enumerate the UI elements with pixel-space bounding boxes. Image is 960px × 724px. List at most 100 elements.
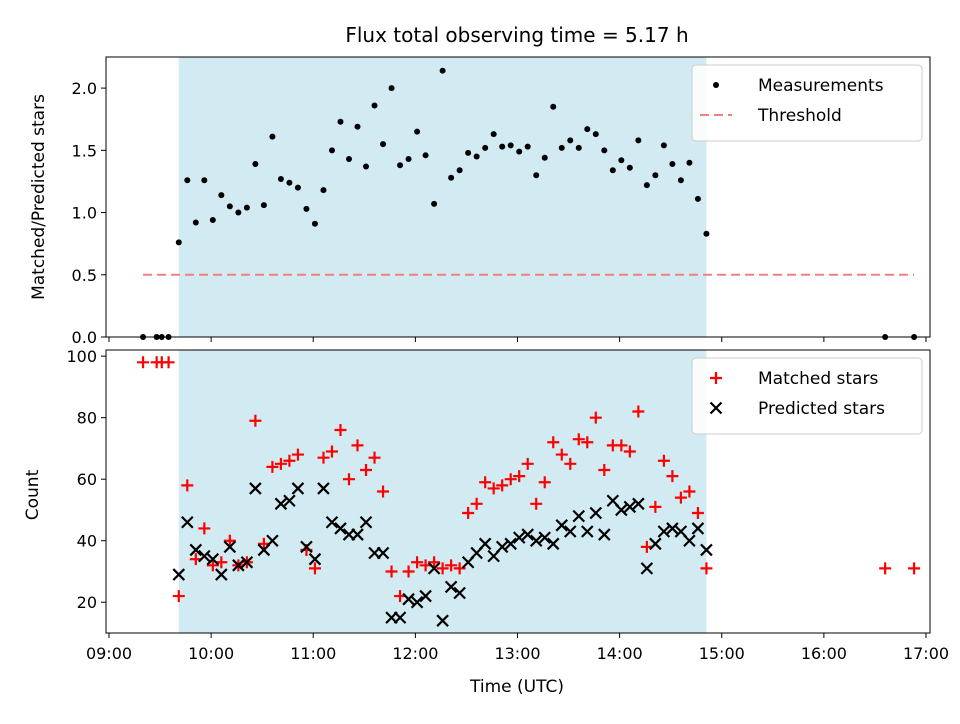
matched-stars-point [649, 500, 662, 513]
matched-stars-point [223, 534, 236, 547]
predicted-stars-point [334, 522, 347, 535]
matched-stars-point [249, 414, 262, 427]
measurements-point [226, 203, 233, 210]
predicted-stars-legend-label: Predicted stars [758, 399, 885, 419]
matched-stars-point [487, 482, 500, 495]
measurements-point [703, 230, 710, 237]
matched-stars-point [172, 590, 185, 603]
predicted-stars-point [215, 568, 228, 581]
predicted-stars-point [223, 540, 237, 554]
matched-stars-point [342, 473, 355, 486]
bottom-legend [691, 357, 923, 435]
measurements-point [635, 137, 642, 144]
measurements-point [235, 209, 242, 216]
measurements-point [431, 200, 438, 207]
measurements-point [320, 187, 327, 194]
matched-stars-point [691, 507, 704, 520]
matched-stars-point [206, 559, 219, 572]
matched-stars-point [402, 565, 415, 578]
x-tick-label: 12:00 [392, 644, 438, 663]
measurements-point [473, 153, 480, 160]
measurements-point [175, 239, 182, 246]
matched-stars-point [428, 556, 441, 569]
matched-stars-point [479, 476, 492, 489]
measurements-point [218, 192, 225, 199]
matched-stars-point [291, 448, 304, 461]
bottom-y-tick-label: 80 [77, 409, 97, 428]
matched-stars-point [496, 479, 509, 492]
measurements-point [371, 102, 378, 109]
predicted-stars-point [351, 528, 364, 541]
matched-stars-point [683, 485, 696, 498]
predicted-stars-point [589, 506, 603, 520]
predicted-stars-point [325, 515, 339, 529]
predicted-stars-point [240, 555, 254, 569]
x-tick-label: 13:00 [494, 644, 540, 663]
matched-stars-point [521, 457, 534, 470]
matched-stars-point [198, 522, 211, 535]
matched-stars-point [462, 507, 475, 520]
measurements-point [567, 137, 574, 144]
matched-stars-point [564, 457, 577, 470]
predicted-stars-point [283, 494, 296, 508]
predicted-stars-point [419, 589, 432, 603]
matched-stars-point [162, 356, 175, 369]
bottom-shaded-interval [178, 350, 707, 633]
matched-stars-point [436, 562, 449, 575]
measurements-point [363, 163, 370, 170]
matched-stars-point [137, 356, 150, 369]
x-tick-label: 11:00 [290, 644, 336, 663]
measurements-point [260, 202, 267, 209]
matched-stars-point [700, 562, 713, 575]
measurements-point [414, 128, 421, 135]
chart-title: Flux total observing time = 5.17 h [345, 23, 688, 47]
matched-stars-point [351, 439, 364, 452]
predicted-stars-point [181, 515, 194, 529]
predicted-stars-point [478, 537, 492, 551]
measurements-point [286, 179, 293, 186]
predicted-stars-point [189, 543, 203, 557]
predicted-stars-point [317, 482, 330, 495]
predicted-stars-point [291, 482, 305, 495]
measurements-point [592, 131, 599, 138]
top-y-tick-label: 0.5 [72, 266, 97, 285]
matched-stars-point [538, 476, 551, 489]
measurements-point [677, 177, 684, 184]
measurements-legend-marker [713, 82, 719, 88]
measurements-legend-label: Measurements [758, 76, 884, 96]
measurements-point [269, 133, 276, 140]
matched-stars-point [657, 454, 670, 467]
predicted-stars-point [198, 549, 211, 563]
measurements-point [328, 147, 335, 154]
top-y-tick-label: 1.0 [72, 204, 97, 223]
x-tick-label: 17:00 [903, 644, 949, 663]
predicted-stars-point [495, 540, 509, 554]
matched-stars-point [589, 411, 602, 424]
matched-stars-point [879, 562, 892, 575]
matched-stars-point [623, 445, 636, 458]
measurements-point [618, 157, 625, 164]
predicted-stars-point [598, 528, 611, 541]
measurements-point [345, 156, 352, 163]
matched-stars-point [181, 479, 194, 492]
measurements-point [482, 144, 489, 151]
bottom-y-axis-label: Count [23, 469, 43, 520]
measurements-point [575, 144, 582, 151]
measurements-point [499, 143, 506, 150]
predicted-stars-point [504, 537, 517, 551]
matched-stars-point [283, 454, 296, 467]
predicted-stars-point [563, 525, 577, 538]
predicted-stars-point [172, 568, 186, 581]
measurements-point [541, 154, 548, 161]
measurements-point [558, 144, 565, 151]
predicted-stars-point [649, 537, 662, 551]
predicted-stars-point [666, 522, 679, 535]
matched-stars-point [325, 445, 338, 458]
predicted-stars-point [683, 534, 696, 547]
top-y-tick-label: 1.5 [72, 141, 97, 160]
top-y-axis-label: Matched/Predicted stars [29, 94, 49, 300]
threshold-legend-label: Threshold [757, 106, 842, 126]
measurements-point [388, 85, 395, 92]
bottom-y-tick-label: 60 [77, 470, 97, 489]
